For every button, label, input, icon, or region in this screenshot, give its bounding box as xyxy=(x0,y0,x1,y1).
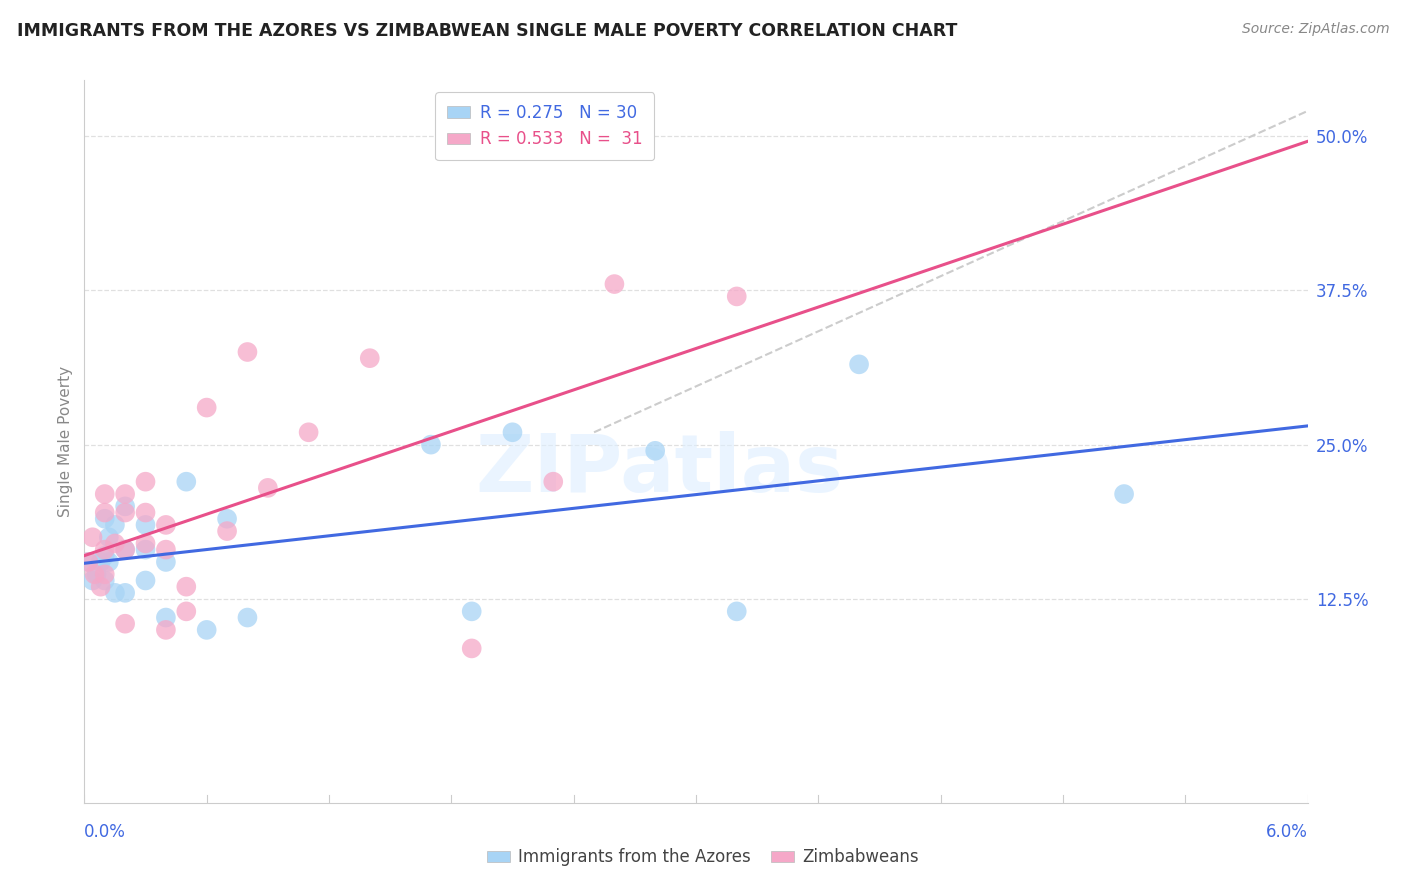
Text: 0.0%: 0.0% xyxy=(84,822,127,840)
Point xyxy=(83,567,105,582)
Point xyxy=(114,616,136,631)
Point xyxy=(603,277,626,291)
Point xyxy=(461,604,484,618)
Legend: Immigrants from the Azores, Zimbabweans: Immigrants from the Azores, Zimbabweans xyxy=(479,842,927,873)
Point xyxy=(114,586,136,600)
Text: 6.0%: 6.0% xyxy=(1265,822,1308,840)
Legend: R = 0.275   N = 30, R = 0.533   N =  31: R = 0.275 N = 30, R = 0.533 N = 31 xyxy=(436,92,654,160)
Point xyxy=(155,555,177,569)
Point xyxy=(1114,487,1136,501)
Point xyxy=(114,542,136,557)
Point xyxy=(135,542,157,557)
Point xyxy=(93,549,117,563)
Point xyxy=(114,500,136,514)
Text: IMMIGRANTS FROM THE AZORES VS ZIMBABWEAN SINGLE MALE POVERTY CORRELATION CHART: IMMIGRANTS FROM THE AZORES VS ZIMBABWEAN… xyxy=(17,22,957,40)
Point xyxy=(97,555,120,569)
Point xyxy=(155,517,177,532)
Point xyxy=(725,604,748,618)
Point xyxy=(155,542,177,557)
Point xyxy=(135,536,157,550)
Point xyxy=(93,512,117,526)
Point xyxy=(502,425,524,440)
Point xyxy=(176,475,198,489)
Point xyxy=(257,481,280,495)
Point xyxy=(217,512,239,526)
Point xyxy=(725,289,748,303)
Point xyxy=(155,610,177,624)
Point xyxy=(236,610,259,624)
Point xyxy=(86,567,108,582)
Point xyxy=(135,574,157,588)
Point xyxy=(298,425,321,440)
Point xyxy=(93,574,117,588)
Point xyxy=(217,524,239,538)
Point xyxy=(104,586,127,600)
Point xyxy=(461,641,484,656)
Text: ZIPatlas: ZIPatlas xyxy=(475,432,844,509)
Point xyxy=(97,530,120,544)
Point xyxy=(236,345,259,359)
Point xyxy=(93,567,117,582)
Point xyxy=(104,536,127,550)
Point xyxy=(93,542,117,557)
Point xyxy=(195,401,218,415)
Point xyxy=(77,555,100,569)
Point xyxy=(176,580,198,594)
Point xyxy=(420,437,443,451)
Point xyxy=(82,574,104,588)
Point xyxy=(104,517,127,532)
Point xyxy=(90,580,112,594)
Text: Source: ZipAtlas.com: Source: ZipAtlas.com xyxy=(1241,22,1389,37)
Point xyxy=(195,623,218,637)
Point xyxy=(155,623,177,637)
Point xyxy=(135,517,157,532)
Point xyxy=(114,506,136,520)
Point xyxy=(543,475,565,489)
Point xyxy=(644,443,666,458)
Point xyxy=(135,475,157,489)
Point xyxy=(114,487,136,501)
Point xyxy=(93,506,117,520)
Point xyxy=(359,351,381,366)
Point xyxy=(176,604,198,618)
Point xyxy=(135,506,157,520)
Point xyxy=(77,555,100,569)
Point xyxy=(848,357,870,371)
Y-axis label: Single Male Poverty: Single Male Poverty xyxy=(58,366,73,517)
Point xyxy=(82,530,104,544)
Point xyxy=(93,487,117,501)
Point xyxy=(114,542,136,557)
Point xyxy=(90,555,112,569)
